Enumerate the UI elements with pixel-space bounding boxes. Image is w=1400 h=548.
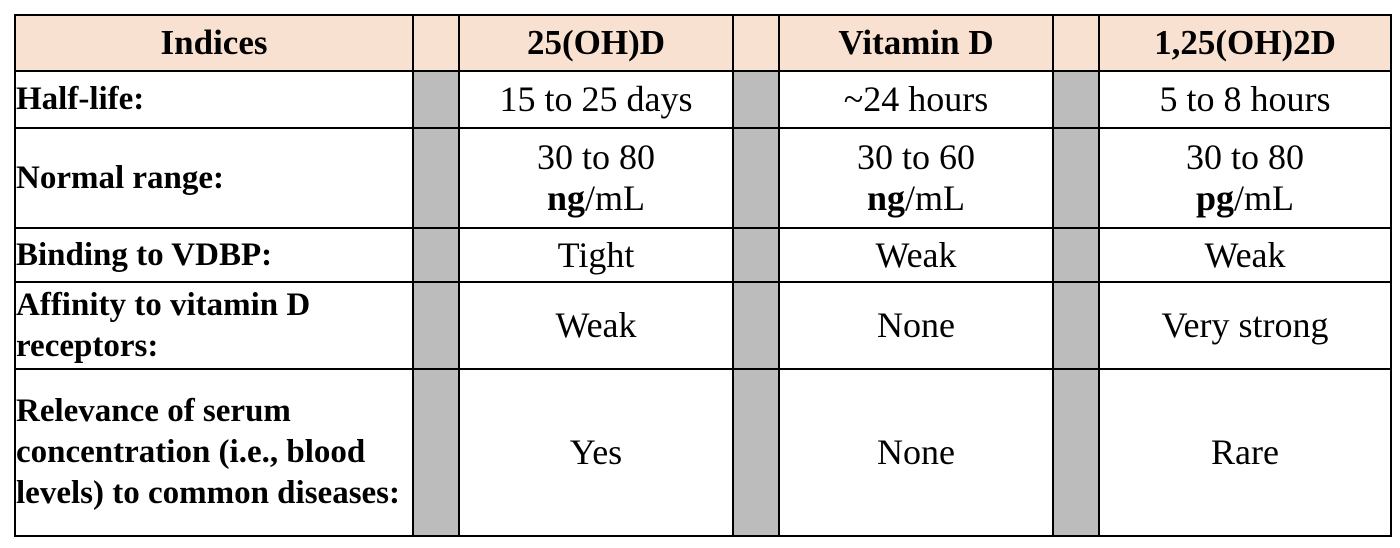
row-receptor-affinity: Affinity to vitamin D receptors: Weak No… (14, 281, 1392, 370)
header-25ohd: 25(OH)D (458, 14, 734, 72)
header-vitamin-d: Vitamin D (778, 14, 1054, 72)
range-unit: ng/mL (460, 178, 732, 219)
cell-vitamin-d: 30 to 60 ng/mL (778, 127, 1054, 229)
cell-vitamin-d: None (778, 368, 1054, 537)
gap-cell (732, 227, 780, 283)
row-label: Binding to VDBP: (14, 227, 414, 283)
row-label: Half-life: (14, 70, 414, 129)
range-value: 30 to 80 (536, 137, 655, 177)
unit-suffix: /mL (585, 178, 646, 218)
header-indices: Indices (14, 14, 414, 72)
gap-cell (732, 127, 780, 229)
cell-1-25oh2d: Very strong (1098, 281, 1392, 370)
cell-25ohd: 15 to 25 days (458, 70, 734, 129)
gap-cell (732, 70, 780, 129)
unit-prefix: pg (1195, 178, 1235, 218)
cell-vitamin-d: Weak (778, 227, 1054, 283)
cell-25ohd: Yes (458, 368, 734, 537)
cell-1-25oh2d: Weak (1098, 227, 1392, 283)
gap-cell (732, 281, 780, 370)
cell-25ohd: Weak (458, 281, 734, 370)
unit-prefix: ng (866, 178, 906, 218)
range-value: 30 to 60 (856, 137, 975, 177)
gap-cell (1052, 227, 1100, 283)
gap-cell (412, 70, 460, 129)
cell-vitamin-d: None (778, 281, 1054, 370)
cell-25ohd: 30 to 80 ng/mL (458, 127, 734, 229)
cell-vitamin-d: ~24 hours (778, 70, 1054, 129)
header-spacer (412, 14, 460, 72)
cell-1-25oh2d: Rare (1098, 368, 1392, 537)
cell-1-25oh2d: 5 to 8 hours (1098, 70, 1392, 129)
unit-suffix: /mL (905, 178, 966, 218)
header-1-25oh2d: 1,25(OH)2D (1098, 14, 1392, 72)
header-row: Indices 25(OH)D Vitamin D 1,25(OH)2D (14, 14, 1392, 72)
row-label: Normal range: (14, 127, 414, 229)
unit-prefix: ng (546, 178, 586, 218)
gap-cell (412, 281, 460, 370)
range-unit: ng/mL (780, 178, 1052, 219)
row-label: Relevance of serum concentration (i.e., … (14, 368, 414, 537)
row-label: Affinity to vitamin D receptors: (14, 281, 414, 370)
unit-suffix: /mL (1234, 178, 1295, 218)
gap-cell (1052, 70, 1100, 129)
range-value: 30 to 80 (1185, 137, 1304, 177)
row-half-life: Half-life: 15 to 25 days ~24 hours 5 to … (14, 70, 1392, 129)
gap-cell (412, 127, 460, 229)
gap-cell (1052, 281, 1100, 370)
row-binding-vdbp: Binding to VDBP: Tight Weak Weak (14, 227, 1392, 283)
cell-1-25oh2d: 30 to 80 pg/mL (1098, 127, 1392, 229)
row-normal-range: Normal range: 30 to 80 ng/mL 30 to 60 ng… (14, 127, 1392, 229)
gap-cell (1052, 368, 1100, 537)
header-spacer (1052, 14, 1100, 72)
gap-cell (412, 227, 460, 283)
row-serum-relevance: Relevance of serum concentration (i.e., … (14, 368, 1392, 537)
gap-cell (412, 368, 460, 537)
header-spacer (732, 14, 780, 72)
gap-cell (732, 368, 780, 537)
cell-25ohd: Tight (458, 227, 734, 283)
gap-cell (1052, 127, 1100, 229)
range-unit: pg/mL (1100, 178, 1390, 219)
vitamin-d-comparison-table: Indices 25(OH)D Vitamin D 1,25(OH)2D Hal… (14, 14, 1392, 537)
